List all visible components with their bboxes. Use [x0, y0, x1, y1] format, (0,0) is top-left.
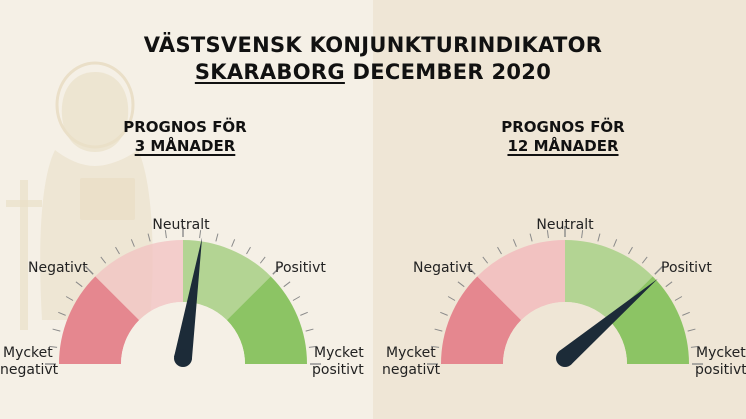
gauge-needle-hub [174, 349, 192, 367]
gauge-tick [431, 345, 440, 348]
gauge-tick [300, 311, 308, 316]
gauge-tick [529, 233, 533, 242]
gauge-tick [130, 239, 135, 247]
gauge-12m-label-very-positive-2: positivt [695, 362, 746, 378]
gauge-tick [305, 328, 314, 332]
gauge-needle [559, 278, 658, 366]
gauge-tick [164, 230, 167, 239]
gauge-tick [115, 246, 120, 255]
gauge-tick [628, 246, 633, 255]
gauge-3m-heading-line2: 3 MÅNADER [134, 137, 236, 155]
gauge-tick [447, 296, 456, 301]
gauge-3m-label-positive: Positivt [275, 260, 326, 276]
gauge-tick [482, 256, 489, 264]
gauge-12-months [427, 226, 703, 367]
gauge-inner-area [503, 302, 627, 364]
gauge-tick [272, 265, 282, 275]
gauge-12m-label-very-negative-2: negativt [382, 362, 441, 378]
gauge-tick [49, 345, 58, 348]
gauge-tick [597, 233, 601, 242]
segment-negative [95, 240, 183, 321]
gauge-tick [246, 246, 251, 255]
gauge-tick [674, 296, 683, 301]
gauge-tick [147, 233, 151, 242]
gauge-3m-heading-line1: PROGNOS FÖR [123, 118, 247, 136]
gauge-tick [259, 256, 266, 264]
gauge-12m-label-positive: Positivt [661, 260, 712, 276]
gauge-tick [84, 265, 94, 275]
gauge-tick [641, 256, 648, 264]
gauge-12m-heading-line2: 12 MÅNADER [507, 137, 619, 155]
gauge-tick [654, 265, 664, 275]
gauge-tick [665, 281, 673, 288]
gauge-tick [690, 345, 699, 348]
gauge-needle-hub [556, 349, 574, 367]
gauge-tick [100, 256, 107, 264]
gauge-3m-label-very-negative-2: negativt [0, 362, 59, 378]
gauge-tick [466, 265, 476, 275]
gauge-tick [199, 230, 202, 239]
gauge-12m-heading-line1: PROGNOS FÖR [501, 118, 625, 136]
gauge-tick [682, 311, 690, 316]
gauge-tick [292, 296, 301, 301]
gauge-tick [434, 328, 443, 332]
gauge-tick [58, 311, 66, 316]
gauge-tick [512, 239, 517, 247]
segment-neutral-positive [183, 240, 271, 321]
gauge-tick [65, 296, 74, 301]
main-title: VÄSTSVENSK KONJUNKTURINDIKATOR [143, 33, 603, 57]
gauge-tick [283, 281, 291, 288]
gauge-12m-label-very-positive-1: Mycket [696, 345, 746, 361]
gauge-tick [687, 328, 696, 332]
gauge-tick [457, 281, 465, 288]
gauge-needle [174, 237, 203, 365]
gauge-tick [75, 281, 83, 288]
gauge-tick [546, 230, 549, 239]
gauge-3m-label-negative: Negativt [28, 260, 88, 276]
gauge-tick [581, 230, 584, 239]
gauge-3m-label-neutral: Neutralt [152, 217, 210, 233]
gauge-tick [52, 328, 61, 332]
subtitle: SKARABORG DECEMBER 2020 [0, 60, 746, 84]
segment-very-positive [608, 276, 689, 364]
gauge-12m-label-negative: Negativt [413, 260, 473, 276]
gauge-3-months [45, 226, 321, 367]
gauge-3m-label-very-positive-1: Mycket [314, 345, 364, 361]
gauge-tick [440, 311, 448, 316]
gauge-3m-label-very-positive-2: positivt [312, 362, 364, 378]
gauge-12m-label-very-negative-1: Mycket [386, 345, 436, 361]
gauge-tick [231, 239, 236, 247]
segment-negative [477, 240, 565, 321]
segment-neutral-positive [565, 240, 653, 321]
gauge-tick [308, 345, 317, 348]
gauge-tick [613, 239, 618, 247]
gauge-tick [215, 233, 219, 242]
segment-very-negative [441, 276, 522, 364]
gauge-12m-label-neutral: Neutralt [536, 217, 594, 233]
segment-very-negative [59, 276, 140, 364]
region-name: SKARABORG [194, 60, 345, 84]
gauge-tick [497, 246, 502, 255]
gauge-3m-label-very-negative-1: Mycket [3, 345, 53, 361]
report-period: DECEMBER 2020 [352, 60, 552, 84]
segment-very-positive [226, 276, 307, 364]
